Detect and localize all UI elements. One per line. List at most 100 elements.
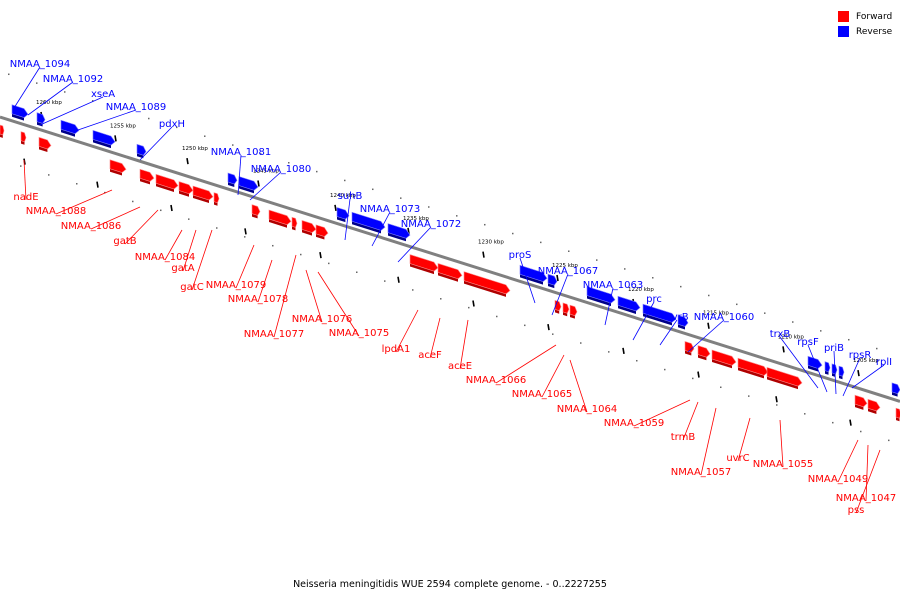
track-dot [120,108,122,111]
gene-shadow [110,168,122,176]
track-dot [468,306,470,309]
gene-label: xseA [91,89,115,100]
track-dot [288,162,290,164]
leader-line [344,198,351,241]
gene-body [569,304,578,317]
gene-NMAA_1059 [562,302,570,317]
gene-body [562,302,570,314]
track-dot [204,135,206,137]
leader-line [837,439,859,483]
gene-shadow [239,185,254,194]
scale-tick [622,347,625,354]
scale-tick [547,324,550,331]
track-dot [832,421,834,424]
track-dot [764,312,766,314]
gene-body [895,407,900,419]
gene-body [766,366,803,387]
leader-line [682,401,699,441]
gene-shadow [643,313,672,326]
gene-label: NMAA_1084 [135,252,196,263]
gene-NMAA_1088 [20,131,27,145]
leader-line [779,336,819,389]
scale-label: 1225 kbp [552,263,578,269]
scale-label: 1260 kbp [36,100,62,106]
gene-body [315,224,329,237]
gene-label: NMAA_1073 [360,204,421,215]
scale-tick [397,276,400,283]
gene-label: NMAA_1075 [329,328,390,339]
genome-caption: Neisseria meningitidis WUE 2594 complete… [293,579,607,590]
gene-body [20,131,27,143]
backbone [0,115,900,403]
gene-suhB [336,207,350,223]
track-dot [216,227,218,229]
scale-tick [707,322,710,329]
gene-label: pss [848,505,865,516]
leader-line [429,317,441,359]
gene-body [301,220,317,233]
gene-label: lpdA1 [382,344,411,355]
gene-label: gatB [113,236,136,247]
gene-label: suhB [338,191,363,202]
scale-label: 1250 kbp [182,146,208,152]
gene-NMAA_1060 [677,314,689,330]
scale-label: 1240 kbp [330,193,356,199]
gene-body [519,264,548,282]
gene-NMAA_1055 [711,349,737,369]
gene-label: NMAA_1078 [228,294,289,305]
leader-line [371,211,391,247]
leader-line [519,257,536,304]
gene-shadow [193,194,209,204]
scale-tick [170,204,173,212]
gene-label: NMAA_1065 [512,389,573,400]
gene-body [38,136,52,150]
leader-line [632,301,655,341]
gene-NMAA_1066 [437,262,463,282]
gene-gatA [155,173,179,192]
legend: Forward Reverse [838,9,892,39]
track-dot [540,241,542,244]
track-dot [552,333,554,335]
gene-body [854,394,868,408]
gene-shadow [520,274,543,285]
track-dot [456,215,458,217]
gene-shadow [868,408,877,414]
track-dot [692,377,694,380]
gene-NMAA_1047 [766,366,803,390]
gene-shadow [156,183,174,192]
gene-body [409,254,439,272]
gene-pdxH [136,143,147,159]
reverse-swatch [838,26,849,37]
scale-tick [334,204,337,211]
gene-shadow [252,213,258,219]
track-dot [300,253,302,256]
gene-aceF [315,224,329,240]
gene-shadow [93,139,111,149]
gene-label: NMAA_1067 [538,266,599,277]
track-dot [328,262,330,265]
gene-trxB [807,355,823,372]
gene-NMAA_1089 [92,129,116,149]
track-dot [20,165,22,167]
gene-shadow [352,221,381,234]
gene-label: gatC [180,282,203,293]
track-dot [412,289,414,291]
gene-shadow [388,232,406,242]
track-dot [496,315,498,318]
gene-body [617,295,641,312]
leader-line [124,209,159,245]
gene-NMAA_1072 [387,223,411,242]
track-dot [428,206,430,208]
track-dot [680,285,682,288]
track-dot [484,223,486,226]
gene-shadow [302,229,312,236]
scale-tick [114,135,117,142]
gene-shadow [685,350,692,356]
gene-label: rpsR [849,350,872,361]
gene-label: NMAA_1049 [808,474,869,485]
gene-shadow [12,113,24,121]
gene-label: aceF [418,350,442,361]
scale-tick [96,181,99,188]
track-dot [876,347,878,350]
scale-label: 1205 kbp [853,358,879,364]
